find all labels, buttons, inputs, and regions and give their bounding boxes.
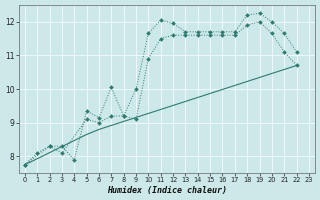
X-axis label: Humidex (Indice chaleur): Humidex (Indice chaleur) [107,186,227,195]
